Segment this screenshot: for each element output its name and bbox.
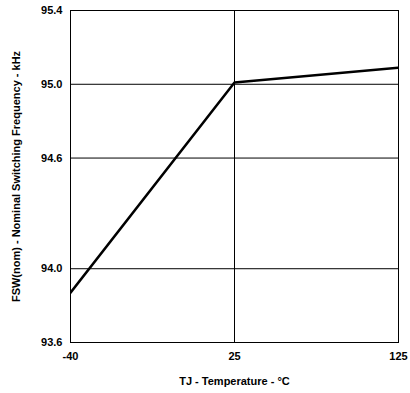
svg-text:FSW(nom) - Nominal Switching F: FSW(nom) - Nominal Switching Frequency -… xyxy=(10,50,22,302)
svg-text:-40: -40 xyxy=(63,350,79,362)
svg-text:125: 125 xyxy=(389,350,407,362)
svg-text:95.0: 95.0 xyxy=(41,78,62,90)
svg-text:94.6: 94.6 xyxy=(41,152,62,164)
svg-text:TJ - Temperature - °C: TJ - Temperature - °C xyxy=(179,375,290,387)
svg-text:95.4: 95.4 xyxy=(41,4,63,16)
svg-text:25: 25 xyxy=(228,350,240,362)
svg-text:93.6: 93.6 xyxy=(41,336,62,348)
svg-text:94.0: 94.0 xyxy=(41,262,62,274)
